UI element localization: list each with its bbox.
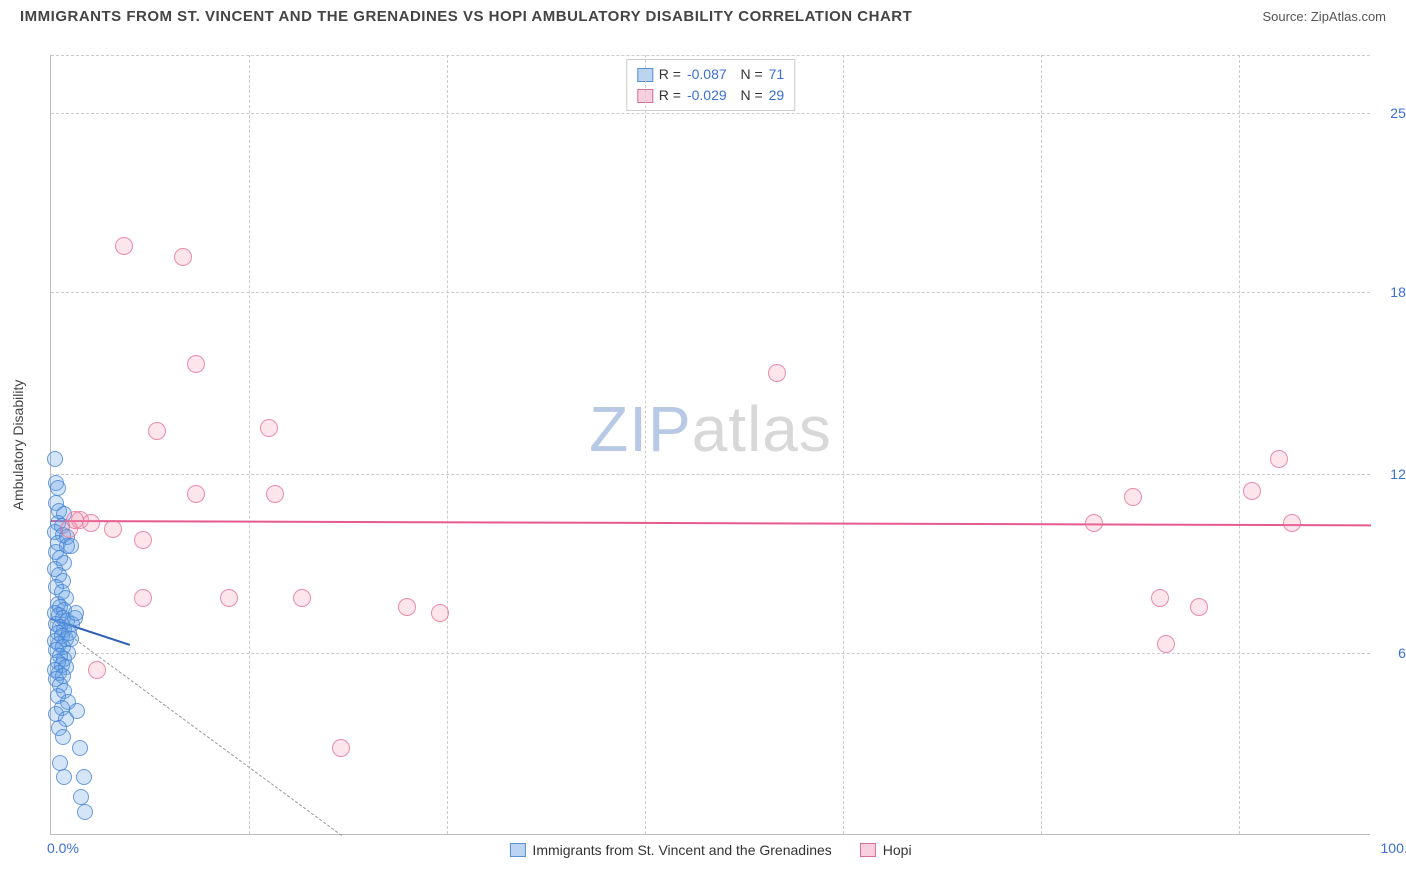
y-tick-label: 18.8% — [1375, 284, 1406, 300]
x-tick-label: 100.0% — [1381, 840, 1406, 856]
data-point-hopi — [115, 237, 133, 255]
data-point-svg — [56, 769, 72, 785]
data-point-svg — [63, 538, 79, 554]
series-legend: Immigrants from St. Vincent and the Gren… — [509, 842, 911, 858]
data-point-hopi — [187, 485, 205, 503]
chart-header: IMMIGRANTS FROM ST. VINCENT AND THE GREN… — [0, 0, 1406, 29]
data-point-hopi — [1157, 635, 1175, 653]
n-value-1: 71 — [769, 64, 785, 85]
gridline-v — [1239, 55, 1240, 834]
legend-label-1: Immigrants from St. Vincent and the Gren… — [532, 842, 831, 858]
data-point-svg — [73, 789, 89, 805]
data-point-hopi — [187, 355, 205, 373]
gridline-v — [1041, 55, 1042, 834]
swatch-pink-icon — [860, 843, 876, 857]
data-point-svg — [68, 605, 84, 621]
data-point-hopi — [220, 589, 238, 607]
data-point-svg — [72, 740, 88, 756]
watermark-atlas: atlas — [692, 393, 832, 465]
data-point-hopi — [1085, 514, 1103, 532]
watermark-zip: ZIP — [589, 393, 692, 465]
y-tick-label: 6.3% — [1375, 645, 1406, 661]
r-value-2: -0.029 — [687, 85, 727, 106]
n-label: N = — [733, 85, 763, 106]
gridline-v — [843, 55, 844, 834]
data-point-svg — [63, 631, 79, 647]
data-point-svg — [55, 729, 71, 745]
data-point-hopi — [134, 531, 152, 549]
data-point-hopi — [88, 661, 106, 679]
legend-row-series2: R = -0.029 N = 29 — [637, 85, 784, 106]
data-point-hopi — [1270, 450, 1288, 468]
data-point-svg — [76, 769, 92, 785]
data-point-hopi — [174, 248, 192, 266]
gridline-v — [249, 55, 250, 834]
data-point-hopi — [398, 598, 416, 616]
source-credit: Source: ZipAtlas.com — [1262, 9, 1386, 24]
x-tick-label: 0.0% — [47, 840, 79, 856]
chart-container: Ambulatory Disability ZIPatlas R = -0.08… — [50, 55, 1370, 835]
data-point-hopi — [768, 364, 786, 382]
legend-item-1: Immigrants from St. Vincent and the Gren… — [509, 842, 831, 858]
n-value-2: 29 — [769, 85, 785, 106]
r-value-1: -0.087 — [687, 64, 727, 85]
data-point-hopi — [293, 589, 311, 607]
y-tick-label: 12.5% — [1375, 466, 1406, 482]
data-point-hopi — [82, 514, 100, 532]
data-point-hopi — [1190, 598, 1208, 616]
correlation-legend: R = -0.087 N = 71 R = -0.029 N = 29 — [626, 59, 795, 111]
data-point-hopi — [1283, 514, 1301, 532]
data-point-svg — [69, 703, 85, 719]
data-point-svg — [52, 755, 68, 771]
y-tick-label: 25.0% — [1375, 105, 1406, 121]
data-point-hopi — [1124, 488, 1142, 506]
data-point-hopi — [134, 589, 152, 607]
r-label: R = — [659, 64, 681, 85]
watermark: ZIPatlas — [589, 392, 832, 466]
data-point-hopi — [260, 419, 278, 437]
data-point-hopi — [1151, 589, 1169, 607]
chart-title: IMMIGRANTS FROM ST. VINCENT AND THE GREN… — [20, 8, 912, 25]
legend-item-2: Hopi — [860, 842, 912, 858]
legend-row-series1: R = -0.087 N = 71 — [637, 64, 784, 85]
gridline-v — [645, 55, 646, 834]
y-axis-title: Ambulatory Disability — [10, 380, 26, 511]
data-point-hopi — [332, 739, 350, 757]
data-point-hopi — [1243, 482, 1261, 500]
swatch-blue-icon — [509, 843, 525, 857]
r-label: R = — [659, 85, 681, 106]
data-point-hopi — [66, 511, 84, 529]
data-point-hopi — [148, 422, 166, 440]
n-label: N = — [733, 64, 763, 85]
data-point-svg — [47, 451, 63, 467]
plot-area: ZIPatlas R = -0.087 N = 71 R = -0.029 N … — [50, 55, 1370, 835]
legend-label-2: Hopi — [883, 842, 912, 858]
data-point-svg — [77, 804, 93, 820]
data-point-hopi — [266, 485, 284, 503]
gridline-v — [447, 55, 448, 834]
data-point-hopi — [431, 604, 449, 622]
data-point-hopi — [104, 520, 122, 538]
